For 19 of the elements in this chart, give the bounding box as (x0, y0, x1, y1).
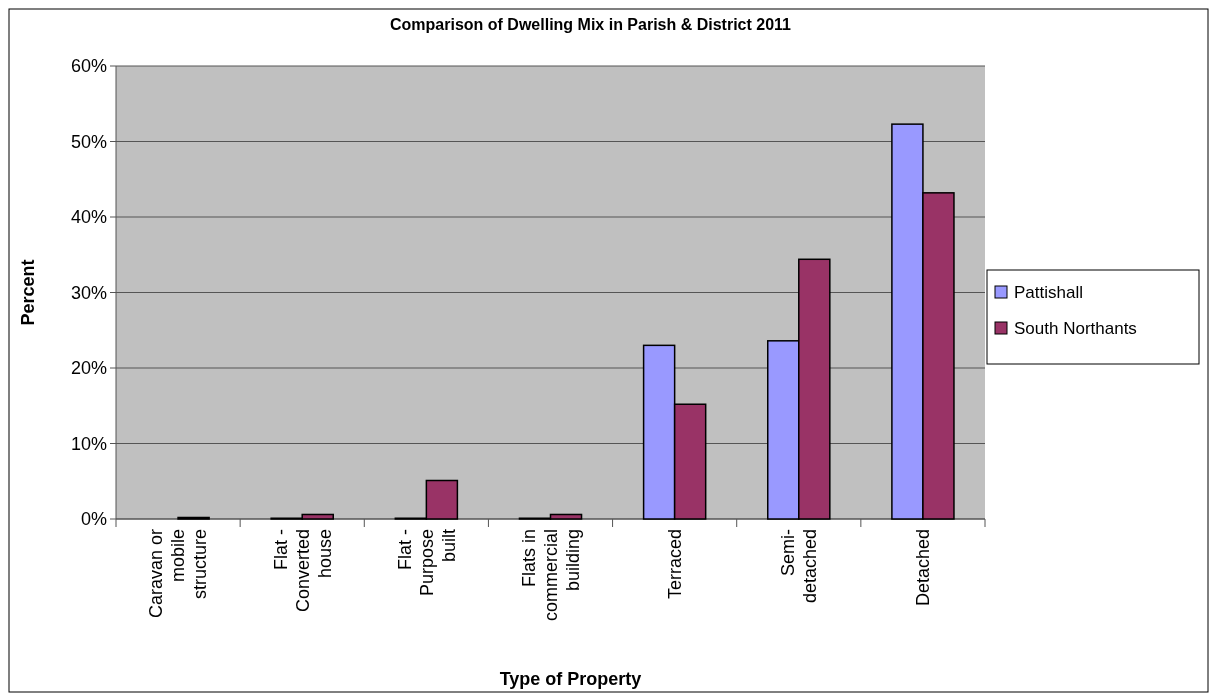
x-tick-label: Detached (913, 529, 934, 607)
legend-label: South Northants (1014, 318, 1137, 338)
x-tick-label: Semi-detached (778, 529, 821, 604)
y-axis-title: Percent (18, 259, 38, 326)
x-axis-title: Type of Property (499, 669, 642, 689)
y-tick-label: 40% (70, 207, 107, 228)
y-tick-label: 60% (70, 56, 107, 77)
legend-label: Pattishall (1014, 282, 1083, 302)
x-tick-label: Caravan or mobile structure (146, 529, 211, 619)
chart-title: Comparison of Dwelling Mix in Parish & District 2011 (390, 16, 792, 33)
x-tick-label: Flat - Purpose built (394, 529, 459, 597)
y-tick-label: 10% (70, 433, 107, 454)
y-tick-label: 30% (70, 282, 107, 303)
x-tick-label: Terraced (664, 529, 685, 600)
y-tick-label: 50% (70, 131, 107, 152)
y-tick-label: 20% (70, 358, 107, 379)
x-tick-label: Flats in commercial building (518, 529, 583, 622)
x-tick-label: Flat - Converted house (270, 529, 335, 613)
y-tick-label: 0% (80, 509, 107, 530)
